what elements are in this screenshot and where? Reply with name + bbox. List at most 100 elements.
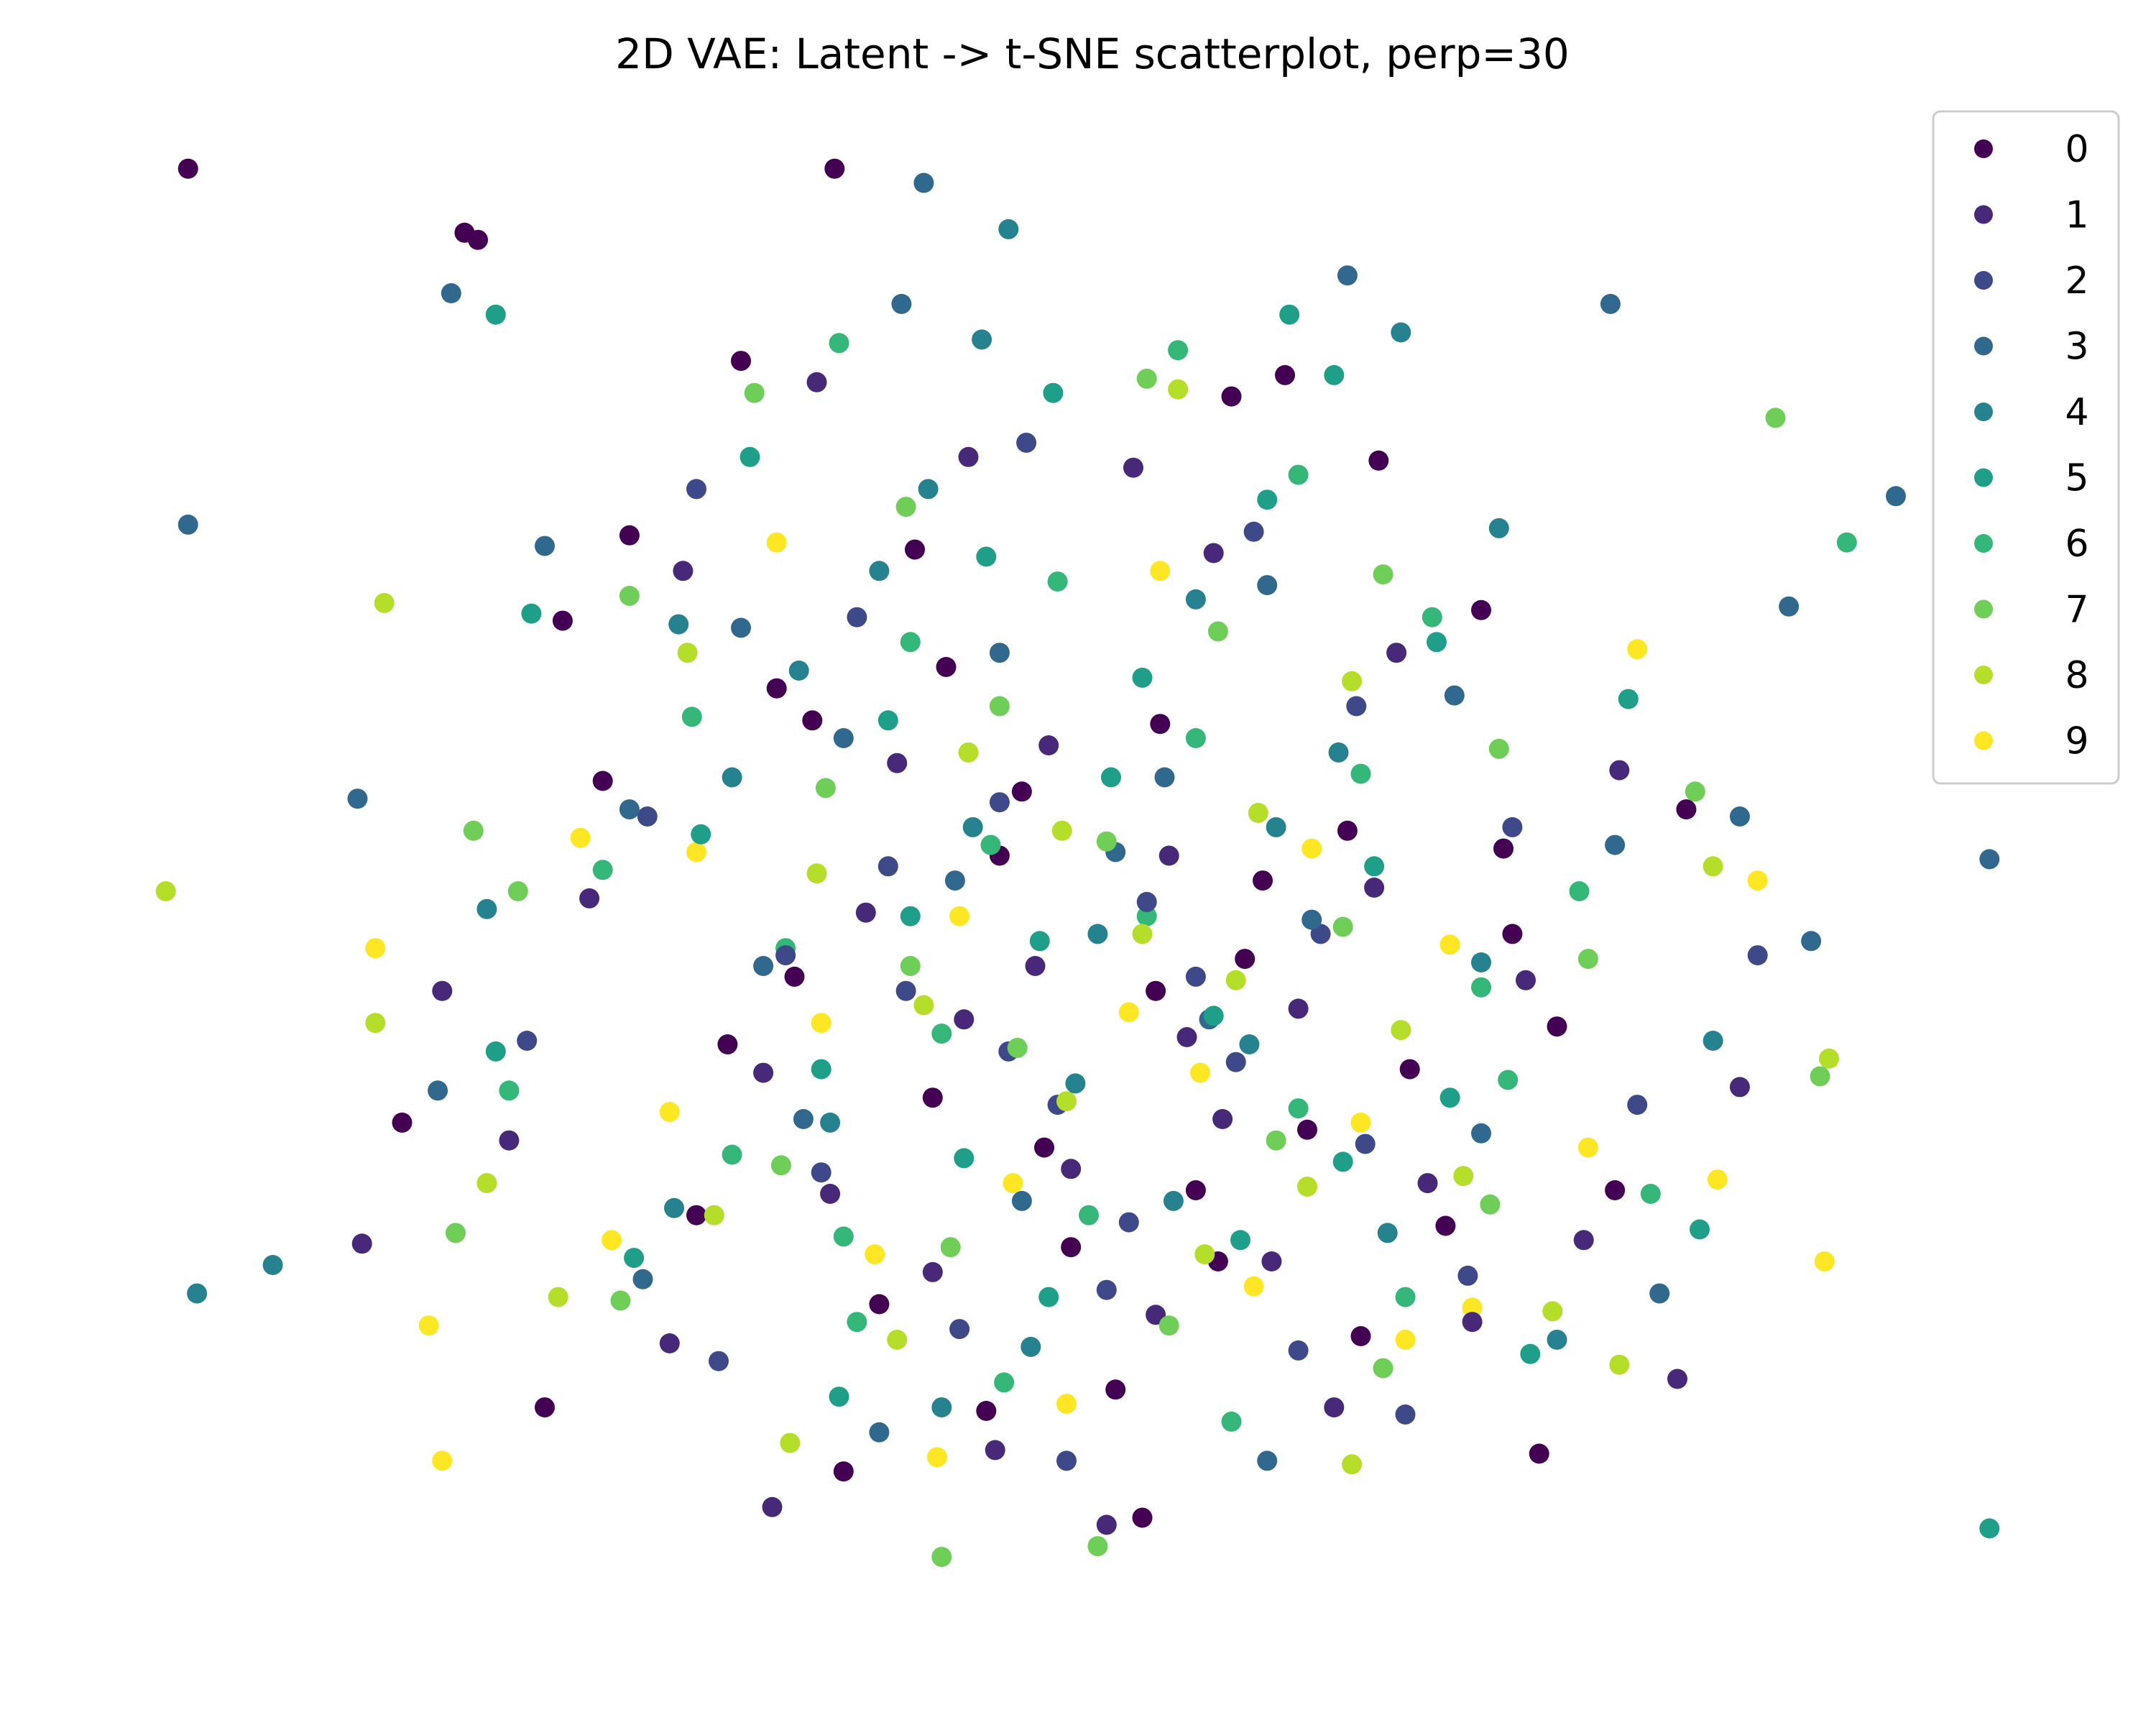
point-class-0 xyxy=(392,1112,413,1133)
point-class-9 xyxy=(1243,1276,1264,1297)
point-class-5 xyxy=(1618,689,1639,709)
point-class-5 xyxy=(1364,856,1385,877)
point-class-7 xyxy=(1087,1536,1108,1557)
legend: 0 1 2 3 4 5 6 7 8 9 xyxy=(1932,110,2120,785)
point-class-5 xyxy=(877,710,898,731)
point-class-1 xyxy=(762,1496,783,1517)
point-class-0 xyxy=(1337,820,1358,841)
point-class-8 xyxy=(1056,1091,1077,1112)
point-class-2 xyxy=(1288,1340,1309,1361)
point-class-2 xyxy=(1136,891,1157,912)
point-class-9 xyxy=(1627,639,1648,660)
point-class-3 xyxy=(944,870,965,891)
legend-marker-5 xyxy=(1974,468,1993,487)
point-class-7 xyxy=(940,1237,961,1258)
point-class-3 xyxy=(1729,806,1750,827)
point-class-2 xyxy=(989,792,1010,813)
point-class-1 xyxy=(1146,1305,1166,1325)
point-class-0 xyxy=(1185,1180,1206,1200)
point-class-6 xyxy=(1422,607,1442,627)
point-class-5 xyxy=(1690,1219,1710,1240)
point-class-1 xyxy=(579,888,600,908)
legend-marker-0 xyxy=(1974,139,1993,158)
point-class-4 xyxy=(869,561,890,581)
point-class-0 xyxy=(784,966,805,987)
legend-label-8: 8 xyxy=(2065,654,2088,697)
point-class-0 xyxy=(1275,364,1295,385)
point-class-3 xyxy=(441,283,461,303)
point-class-0 xyxy=(833,1461,854,1482)
point-class-7 xyxy=(1207,621,1228,642)
point-class-9 xyxy=(1707,1169,1728,1190)
point-class-0 xyxy=(552,610,573,631)
point-class-0 xyxy=(468,229,488,250)
point-class-6 xyxy=(833,1226,854,1247)
legend-label-3: 3 xyxy=(2065,326,2088,369)
point-class-8 xyxy=(677,643,698,663)
point-class-7 xyxy=(1136,368,1157,389)
point-class-9 xyxy=(865,1244,885,1265)
point-class-1 xyxy=(954,1009,975,1030)
point-class-2 xyxy=(1185,966,1206,987)
point-class-8 xyxy=(1194,1244,1215,1265)
point-class-7 xyxy=(1488,738,1509,759)
point-class-3 xyxy=(1444,685,1465,706)
point-class-4 xyxy=(1239,1034,1260,1054)
point-class-5 xyxy=(1132,667,1153,688)
legend-label-0: 0 xyxy=(2065,128,2088,171)
point-class-8 xyxy=(1132,924,1153,944)
point-class-1 xyxy=(1176,1027,1197,1047)
point-class-3 xyxy=(428,1080,448,1101)
point-class-4 xyxy=(918,479,939,500)
point-class-4 xyxy=(1185,589,1206,610)
point-class-8 xyxy=(958,742,979,763)
point-class-6 xyxy=(1569,881,1590,901)
point-class-0 xyxy=(905,539,925,560)
point-class-1 xyxy=(1288,998,1309,1019)
chart-title: 2D VAE: Latent -> t-SNE scatterplot, per… xyxy=(615,29,1570,78)
point-class-1 xyxy=(1364,878,1385,898)
point-class-1 xyxy=(1096,1514,1117,1535)
point-class-1 xyxy=(1386,643,1407,663)
point-class-4 xyxy=(1021,1336,1041,1357)
point-class-1 xyxy=(1729,1077,1750,1098)
point-class-8 xyxy=(887,1330,908,1350)
point-class-9 xyxy=(686,842,706,862)
legend-box xyxy=(1932,110,2120,785)
point-class-8 xyxy=(1342,671,1363,691)
point-class-3 xyxy=(1979,849,2000,870)
legend-marker-3 xyxy=(1974,336,1993,356)
point-class-6 xyxy=(1836,532,1857,553)
point-class-7 xyxy=(895,497,916,518)
point-class-9 xyxy=(365,938,386,959)
point-class-5 xyxy=(829,1386,849,1407)
point-class-5 xyxy=(485,1041,506,1062)
point-class-1 xyxy=(1573,1230,1594,1251)
point-class-2 xyxy=(1118,1212,1139,1233)
point-class-8 xyxy=(1168,379,1189,400)
point-class-1 xyxy=(887,753,908,773)
point-class-2 xyxy=(709,1351,729,1371)
point-class-2 xyxy=(847,607,867,627)
point-class-0 xyxy=(1435,1215,1456,1236)
point-class-9 xyxy=(1056,1394,1077,1414)
point-class-0 xyxy=(535,1397,555,1418)
point-class-9 xyxy=(1150,561,1171,581)
point-class-0 xyxy=(1676,799,1697,820)
point-class-3 xyxy=(535,535,555,556)
point-class-5 xyxy=(1043,382,1064,403)
point-class-6 xyxy=(1498,1070,1519,1090)
point-class-4 xyxy=(476,898,497,919)
point-class-2 xyxy=(1016,433,1037,453)
point-class-0 xyxy=(1146,980,1166,1001)
point-class-5 xyxy=(954,1148,975,1169)
point-class-0 xyxy=(178,158,198,179)
legend-marker-2 xyxy=(1974,271,1993,290)
point-class-8 xyxy=(806,863,827,884)
point-class-6 xyxy=(1288,1098,1309,1119)
point-class-2 xyxy=(1457,1265,1478,1286)
point-class-4 xyxy=(788,661,809,681)
point-class-4 xyxy=(1471,952,1491,972)
point-class-0 xyxy=(1471,599,1491,620)
